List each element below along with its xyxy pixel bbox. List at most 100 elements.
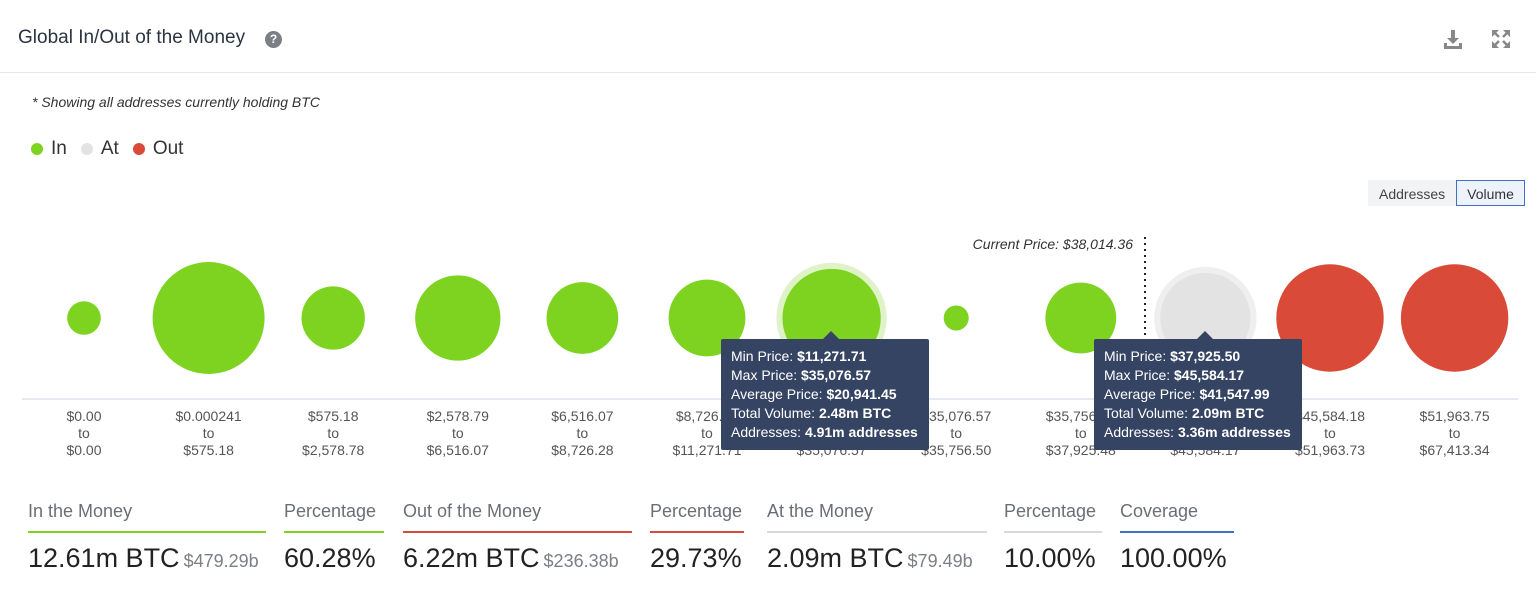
stat-label: Percentage	[284, 501, 377, 521]
bubble-4[interactable]	[415, 275, 501, 361]
tooltip-bin-7: Min Price: $11,271.71 Max Price: $35,076…	[721, 331, 929, 450]
stat-label: Out of the Money	[403, 501, 542, 521]
bin-to-label: to	[452, 425, 464, 441]
bin-min-label: $0.00	[66, 408, 101, 424]
bubble-11[interactable]	[1276, 264, 1384, 372]
bubble-9[interactable]	[1045, 282, 1117, 354]
bin-to-label: to	[1449, 425, 1461, 441]
widget-title: Global In/Out of the Money	[18, 27, 246, 48]
bin-max-label: $6,516.07	[427, 442, 489, 458]
tooltip-row: Average Price: $41,547.99	[1104, 386, 1270, 402]
bubble-3[interactable]	[301, 286, 365, 350]
stat-label: At the Money	[767, 501, 874, 521]
tooltip-bin-10: Min Price: $37,925.50 Max Price: $45,584…	[1094, 331, 1302, 450]
stat-label: Coverage	[1120, 501, 1199, 521]
stat-in-the-money: In the Money 12.61m BTC $479.29b	[28, 498, 266, 574]
bin-max-label: $67,413.34	[1420, 442, 1490, 458]
bin-to-label: to	[950, 425, 962, 441]
legend-item-in[interactable]: In	[31, 138, 67, 160]
bin-min-label: $2,578.79	[427, 408, 489, 424]
stat-usd-value: $79.49b	[907, 551, 973, 571]
tooltip-row: Average Price: $20,941.45	[731, 386, 897, 402]
stat-underline	[284, 531, 384, 533]
bubble-12[interactable]	[1400, 264, 1509, 372]
stat-at-percentage: Percentage 10.00%	[1004, 498, 1102, 574]
bin-to-label: to	[701, 425, 713, 441]
bin-to-label: to	[577, 425, 589, 441]
stat-underline	[1120, 531, 1234, 533]
bin-max-label: $8,726.28	[551, 442, 613, 458]
download-icon[interactable]	[1442, 28, 1464, 50]
stat-value: 60.28%	[284, 543, 376, 573]
bin-min-label: $6,516.07	[551, 408, 613, 424]
stat-value: 12.61m BTC $479.29b	[28, 543, 259, 573]
stat-value: 10.00%	[1004, 543, 1096, 573]
tooltip-row: Total Volume: 2.48m BTC	[731, 405, 892, 421]
bin-to-label: to	[78, 425, 90, 441]
bin-max-label: $0.00	[66, 442, 101, 458]
addresses-toggle-button[interactable]: Addresses	[1368, 180, 1457, 206]
bin-max-label: $51,963.73	[1295, 442, 1365, 458]
bin-min-label: $45,584.18	[1295, 408, 1365, 424]
stat-underline	[28, 531, 266, 533]
legend-dot-out	[132, 143, 145, 155]
stat-usd-value: $479.29b	[183, 551, 259, 571]
help-icon[interactable]: ?	[265, 31, 282, 48]
holding-note: * Showing all addresses currently holdin…	[32, 94, 320, 110]
tooltip-row: Addresses: 3.36m addresses	[1104, 424, 1291, 440]
legend-dot-at	[80, 143, 93, 155]
stat-in-percentage: Percentage 60.28%	[284, 498, 384, 574]
summary-stats: In the Money 12.61m BTC $479.29b Percenta…	[28, 498, 1248, 588]
stat-value: 29.73%	[650, 543, 742, 573]
tooltip-row: Max Price: $45,584.17	[1104, 367, 1245, 383]
stat-underline	[403, 531, 632, 533]
bin-to-label: to	[1324, 425, 1336, 441]
legend-label-out: Out	[152, 138, 184, 159]
stat-coverage: Coverage 100.00%	[1120, 498, 1234, 574]
tooltip-row: Max Price: $35,076.57	[731, 367, 872, 383]
legend-item-at[interactable]: At	[80, 138, 119, 160]
stat-value: 100.00%	[1120, 543, 1227, 573]
stat-underline	[650, 531, 744, 533]
legend-dot-in	[31, 143, 43, 155]
bin-max-label: $35,756.50	[921, 442, 991, 458]
widget-header: Global In/Out of the Money ?	[0, 0, 1536, 73]
bin-min-label: $35,076.57	[921, 408, 991, 424]
volume-toggle-button[interactable]: Volume	[1456, 180, 1525, 206]
tooltip-row: Min Price: $11,271.71	[731, 348, 867, 364]
bin-min-label: $0.000241	[176, 408, 242, 424]
bin-to-label: to	[203, 425, 215, 441]
bubble-6[interactable]	[668, 279, 746, 357]
stat-out-of-the-money: Out of the Money 6.22m BTC $236.38b	[403, 498, 632, 574]
legend-label-in: In	[51, 138, 67, 159]
current-price-label: Current Price: $38,014.36	[973, 236, 1134, 252]
bin-max-label: $2,578.78	[302, 442, 364, 458]
tooltip-row: Addresses: 4.91m addresses	[731, 424, 918, 440]
bubble-1[interactable]	[67, 301, 101, 335]
bin-min-label: $575.18	[308, 408, 359, 424]
bin-to-label: to	[327, 425, 339, 441]
stat-underline	[767, 531, 987, 533]
stat-label: In the Money	[28, 501, 133, 521]
stat-underline	[1004, 531, 1102, 533]
expand-icon[interactable]	[1490, 28, 1512, 50]
stat-out-percentage: Percentage 29.73%	[650, 498, 744, 574]
chart-legend: In At Out	[31, 138, 197, 160]
bubble-5[interactable]	[546, 282, 619, 354]
stat-usd-value: $236.38b	[543, 551, 619, 571]
stat-value: 2.09m BTC $79.49b	[767, 543, 973, 573]
bubble-8[interactable]	[943, 305, 969, 331]
tooltip-row: Total Volume: 2.09m BTC	[1104, 405, 1265, 421]
bin-min-label: $51,963.75	[1420, 408, 1490, 424]
legend-label-at: At	[100, 138, 119, 159]
bin-max-label: $575.18	[183, 442, 234, 458]
stat-at-the-money: At the Money 2.09m BTC $79.49b	[767, 498, 987, 574]
stat-label: Percentage	[1004, 501, 1097, 521]
legend-item-out[interactable]: Out	[132, 138, 184, 160]
tooltip-row: Min Price: $37,925.50	[1104, 348, 1241, 364]
stat-label: Percentage	[650, 501, 743, 521]
bubble-2[interactable]	[152, 262, 265, 374]
metric-toggle: Addresses Volume	[1368, 180, 1525, 206]
bin-to-label: to	[1075, 425, 1087, 441]
stat-value: 6.22m BTC $236.38b	[403, 543, 619, 573]
